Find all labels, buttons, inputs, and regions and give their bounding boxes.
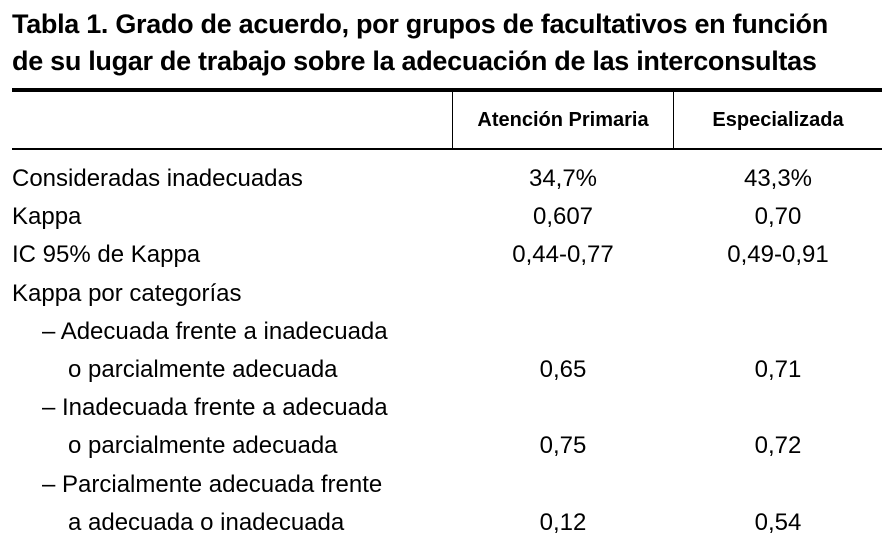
table-row: a adecuada o inadecuada 0,12 0,54 <box>12 504 882 542</box>
row-value-especializada: 0,70 <box>754 203 802 231</box>
table-body: Consideradas inadecuadas 34,7% 43,3% Kap… <box>12 150 882 542</box>
row-label: – Parcialmente adecuada frente <box>42 470 383 498</box>
row-label: – Adecuada frente a inadecuada <box>42 317 388 345</box>
row-value-especializada: 0,71 <box>754 356 802 384</box>
header-especializada: Especializada <box>712 109 844 131</box>
row-value-primaria: 34,7% <box>528 165 598 193</box>
row-label: – Inadecuada frente a adecuada <box>42 394 388 422</box>
header-label-cell <box>12 92 452 148</box>
table-row: Kappa 0,607 0,70 <box>12 198 882 236</box>
row-value-primaria: 0,12 <box>539 508 587 536</box>
table-row: Kappa por categorías <box>12 275 882 313</box>
table-title: Tabla 1. Grado de acuerdo, por grupos de… <box>12 6 882 80</box>
table-header-row: Atención Primaria Especializada <box>12 92 882 148</box>
row-value-primaria: 0,44-0,77 <box>512 241 614 269</box>
table-container: Tabla 1. Grado de acuerdo, por grupos de… <box>12 0 882 542</box>
table-row: – Adecuada frente a inadecuada <box>12 313 882 351</box>
table-row: Consideradas inadecuadas 34,7% 43,3% <box>12 160 882 198</box>
header-rule <box>12 148 882 150</box>
title-rule <box>12 88 882 92</box>
row-label: Kappa por categorías <box>12 279 242 307</box>
table-row: IC 95% de Kappa 0,44-0,77 0,49-0,91 <box>12 236 882 274</box>
table-title-line-1: Tabla 1. Grado de acuerdo, por grupos de… <box>12 9 828 39</box>
row-value-primaria: 0,65 <box>539 356 587 384</box>
table-row: o parcialmente adecuada 0,75 0,72 <box>12 427 882 465</box>
row-label: a adecuada o inadecuada <box>68 508 345 536</box>
row-value-especializada: 0,54 <box>754 508 802 536</box>
row-value-especializada: 0,49-0,91 <box>727 241 829 269</box>
table-row: – Inadecuada frente a adecuada <box>12 389 882 427</box>
row-label: o parcialmente adecuada <box>68 356 338 384</box>
row-value-primaria: 0,75 <box>539 432 587 460</box>
row-value-especializada: 43,3% <box>743 165 813 193</box>
row-label: Kappa <box>12 203 82 231</box>
row-value-primaria: 0,607 <box>532 203 594 231</box>
table-row: – Parcialmente adecuada frente <box>12 466 882 504</box>
header-atencion-primaria: Atención Primaria <box>452 92 674 148</box>
table-title-line-2: de su lugar de trabajo sobre la adecuaci… <box>12 46 817 76</box>
row-label: Consideradas inadecuadas <box>12 165 303 193</box>
row-label: o parcialmente adecuada <box>68 432 338 460</box>
row-label: IC 95% de Kappa <box>12 241 201 269</box>
table-row: o parcialmente adecuada 0,65 0,71 <box>12 351 882 389</box>
row-value-especializada: 0,72 <box>754 432 802 460</box>
